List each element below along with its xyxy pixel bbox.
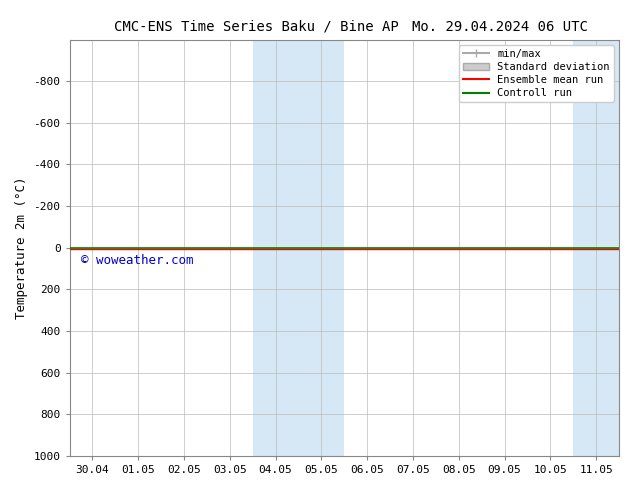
Text: Mo. 29.04.2024 06 UTC: Mo. 29.04.2024 06 UTC (412, 20, 588, 34)
Text: © woweather.com: © woweather.com (81, 254, 193, 267)
Text: CMC-ENS Time Series Baku / Bine AP: CMC-ENS Time Series Baku / Bine AP (114, 20, 399, 34)
Y-axis label: Temperature 2m (°C): Temperature 2m (°C) (15, 176, 28, 319)
Bar (253, 40, 299, 456)
Bar (596, 40, 619, 456)
Bar (299, 40, 344, 456)
Bar (573, 40, 596, 456)
Legend: min/max, Standard deviation, Ensemble mean run, Controll run: min/max, Standard deviation, Ensemble me… (458, 45, 614, 102)
